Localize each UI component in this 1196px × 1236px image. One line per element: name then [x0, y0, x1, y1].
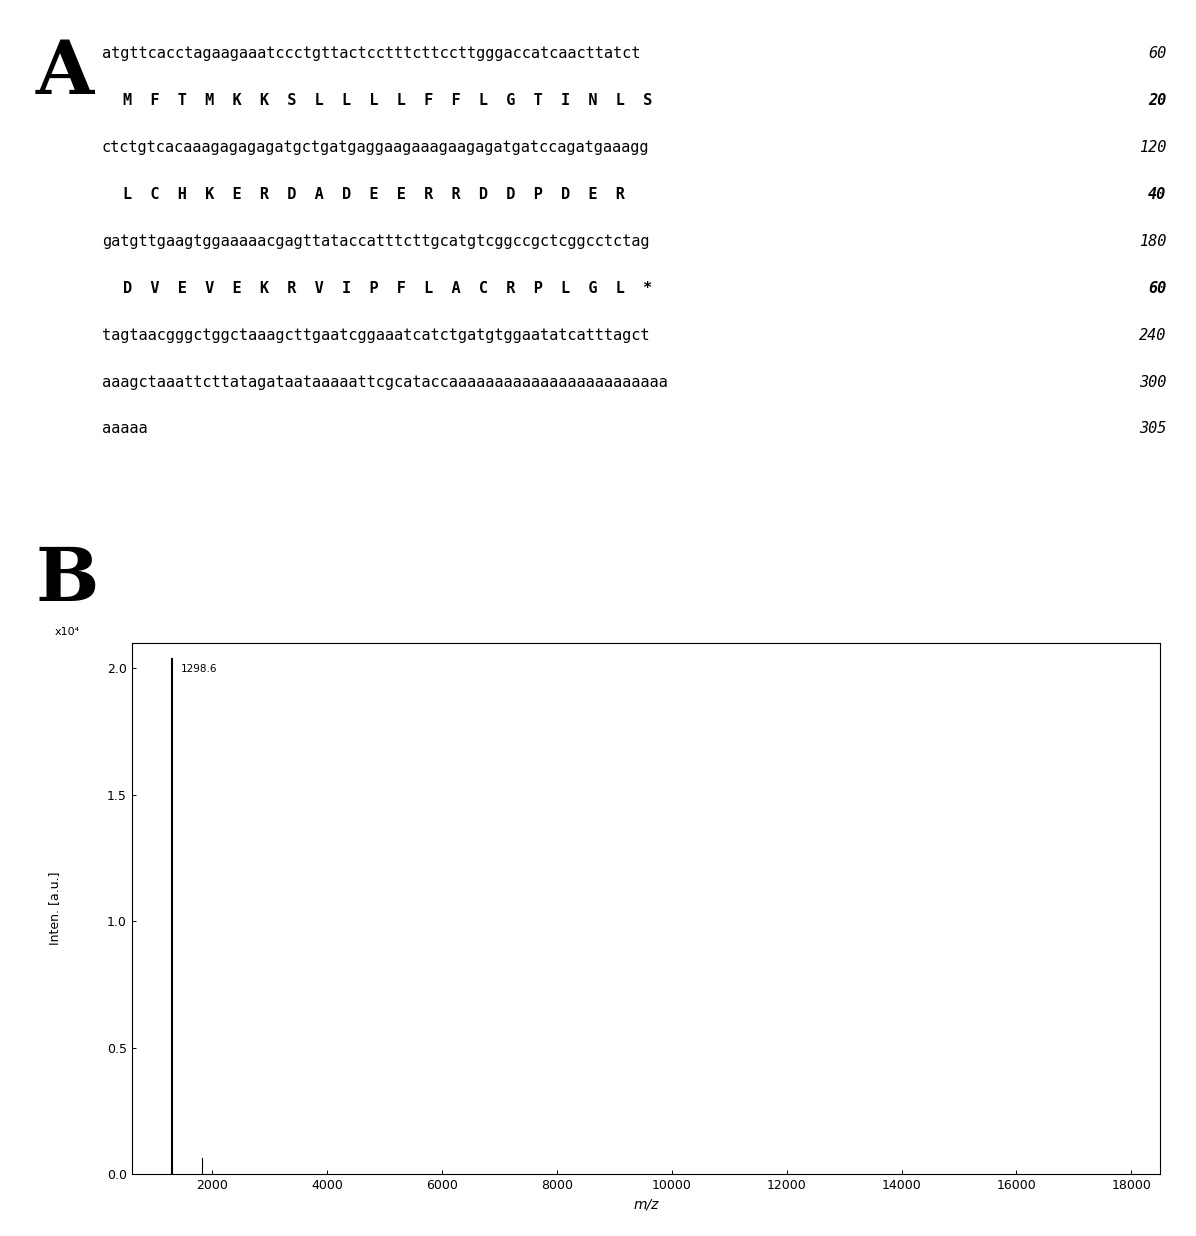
Text: aaaaa: aaaaa	[102, 421, 147, 436]
Text: A: A	[36, 37, 94, 110]
Text: 20: 20	[1148, 93, 1166, 108]
Text: B: B	[36, 544, 99, 617]
Text: 60: 60	[1148, 46, 1166, 61]
Text: atgttcacctagaagaaatccctgttactcctttcttccttgggaccatcaacttatct: atgttcacctagaagaaatccctgttactcctttcttcct…	[102, 46, 640, 61]
Text: 300: 300	[1139, 375, 1166, 389]
Text: tagtaacgggctggctaaagcttgaatcggaaatcatctgatgtggaatatcatttagct: tagtaacgggctggctaaagcttgaatcggaaatcatctg…	[102, 328, 649, 342]
Text: D  V  E  V  E  K  R  V  I  P  F  L  A  C  R  P  L  G  L  *: D V E V E K R V I P F L A C R P L G L *	[123, 281, 653, 295]
Text: gatgttgaagtggaaaaacgagttataccatttcttgcatgtcggccgctcggcctctag: gatgttgaagtggaaaaacgagttataccatttcttgcat…	[102, 234, 649, 248]
X-axis label: m/z: m/z	[633, 1198, 659, 1211]
Text: 180: 180	[1139, 234, 1166, 248]
Text: aaagctaaattcttatagataataaaaattcgcataccaaaaaaaaaaaaaaaaaaaaaaaa: aaagctaaattcttatagataataaaaattcgcataccaa…	[102, 375, 667, 389]
Text: 60: 60	[1148, 281, 1166, 295]
Text: L  C  H  K  E  R  D  A  D  E  E  R  R  D  D  P  D  E  R: L C H K E R D A D E E R R D D P D E R	[123, 187, 626, 201]
Text: Inten. [a.u.]: Inten. [a.u.]	[48, 871, 61, 946]
Text: 240: 240	[1139, 328, 1166, 342]
Text: 1298.6: 1298.6	[181, 664, 216, 674]
Text: 120: 120	[1139, 140, 1166, 154]
Text: 305: 305	[1139, 421, 1166, 436]
Text: M  F  T  M  K  K  S  L  L  L  L  F  F  L  G  T  I  N  L  S: M F T M K K S L L L L F F L G T I N L S	[123, 93, 653, 108]
Text: ctctgtcacaaagagagagatgctgatgaggaagaaagaagagatgatccagatgaaagg: ctctgtcacaaagagagagatgctgatgaggaagaaagaa…	[102, 140, 649, 154]
Text: x10⁴: x10⁴	[55, 628, 80, 638]
Text: 40: 40	[1148, 187, 1166, 201]
